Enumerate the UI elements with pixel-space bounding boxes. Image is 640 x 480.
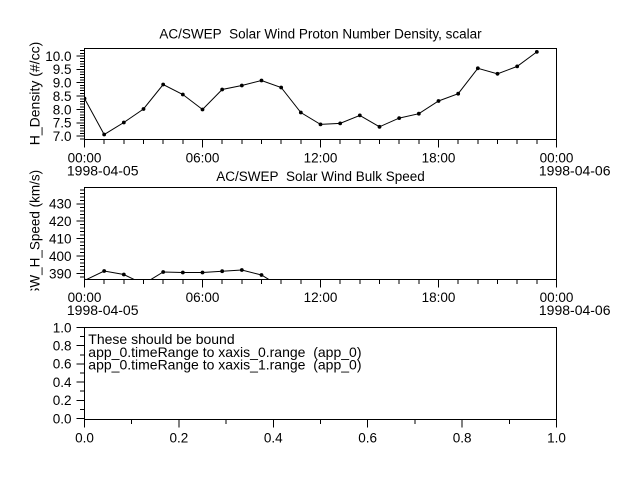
svg-text:1998-04-05: 1998-04-05 <box>67 302 139 318</box>
svg-text:9.5: 9.5 <box>53 62 72 77</box>
svg-text:00:00: 00:00 <box>68 151 102 166</box>
svg-text:10.0: 10.0 <box>45 49 71 64</box>
svg-text:430: 430 <box>49 197 72 212</box>
svg-text:18:00: 18:00 <box>422 151 456 166</box>
svg-text:12:00: 12:00 <box>304 151 338 166</box>
svg-text:390: 390 <box>49 266 72 281</box>
svg-text:1998-04-05: 1998-04-05 <box>67 162 139 178</box>
svg-text:0.8: 0.8 <box>53 339 72 354</box>
svg-text:410: 410 <box>49 231 72 246</box>
svg-text:AC/SWEP Solar Wind Bulk Speed: AC/SWEP Solar Wind Bulk Speed <box>216 169 425 184</box>
svg-text:00:00: 00:00 <box>540 151 574 166</box>
svg-text:06:00: 06:00 <box>186 151 220 166</box>
svg-text:00:00: 00:00 <box>540 290 574 305</box>
svg-text:0.2: 0.2 <box>53 393 72 408</box>
svg-text:0.0: 0.0 <box>53 411 72 426</box>
svg-text:420: 420 <box>49 214 72 229</box>
svg-text:0.0: 0.0 <box>75 431 94 446</box>
svg-text:7.5: 7.5 <box>53 116 72 131</box>
svg-text:1.0: 1.0 <box>547 431 566 446</box>
svg-text:H_Density (#/cc): H_Density (#/cc) <box>27 42 43 145</box>
svg-text:00:00: 00:00 <box>68 290 102 305</box>
svg-text:8.5: 8.5 <box>53 89 72 104</box>
svg-text:06:00: 06:00 <box>186 290 220 305</box>
svg-text:18:00: 18:00 <box>422 290 456 305</box>
svg-text:0.8: 0.8 <box>453 431 472 446</box>
svg-text:1998-04-06: 1998-04-06 <box>539 302 611 318</box>
svg-text:0.2: 0.2 <box>170 431 189 446</box>
svg-text:app_0.timeRange to xaxis_1.ran: app_0.timeRange to xaxis_1.range (app_0) <box>88 357 361 373</box>
svg-text:400: 400 <box>49 249 72 264</box>
svg-text:1998-04-06: 1998-04-06 <box>539 162 611 178</box>
svg-text:0.4: 0.4 <box>264 431 283 446</box>
svg-text:AC/SWEP Solar Wind Proton Num: AC/SWEP Solar Wind Proton Number Density… <box>159 27 482 42</box>
svg-text:0.6: 0.6 <box>53 357 72 372</box>
svg-text:SW_H_Speed (km/s): SW_H_Speed (km/s) <box>28 170 43 297</box>
svg-text:app_0.timeRange to xaxis_0.ran: app_0.timeRange to xaxis_0.range (app_0) <box>88 344 361 360</box>
svg-text:12:00: 12:00 <box>304 290 338 305</box>
svg-text:1.0: 1.0 <box>53 320 72 335</box>
svg-text:0.6: 0.6 <box>358 431 377 446</box>
svg-text:8.0: 8.0 <box>53 102 72 117</box>
svg-text:0.4: 0.4 <box>53 375 72 390</box>
svg-text:9.0: 9.0 <box>53 76 72 91</box>
svg-text:7.0: 7.0 <box>53 129 72 144</box>
svg-text:These should be bound: These should be bound <box>88 331 234 347</box>
